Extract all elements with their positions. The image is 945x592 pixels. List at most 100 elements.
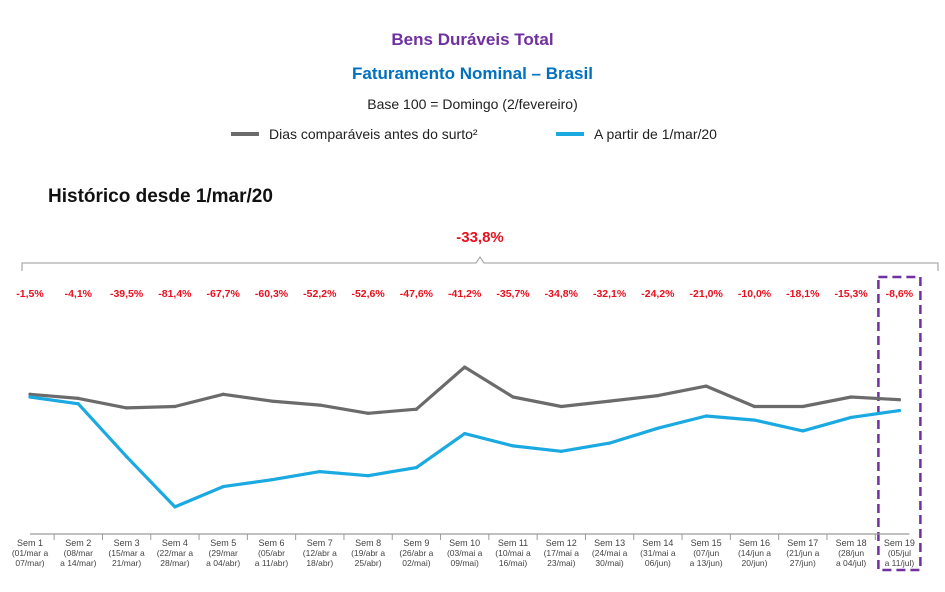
data-point-after [318,470,322,474]
x-tick-sublabel: (31/mai a [640,548,676,558]
x-tick-sublabel: (12/abr a [303,548,337,558]
data-point-after [511,444,515,448]
variation-label: -10,0% [738,288,772,300]
data-point-after [656,426,660,430]
data-point-before [704,384,708,388]
variation-label: -24,2% [641,288,675,300]
summary-bracket [21,256,939,271]
data-point-before [414,407,418,411]
x-tick-sublabel: 25/abr) [355,558,382,568]
data-point-before [318,403,322,407]
variation-label: -32,1% [593,288,627,300]
variation-label: -39,5% [110,288,144,300]
x-tick-sublabel: (10/mai a [495,548,531,558]
variation-label: -67,7% [207,288,241,300]
x-tick-sublabel: 02/mai) [402,558,431,568]
x-tick-sublabel: a 14/mar) [60,558,97,568]
x-tick-sublabel: (07/jun [693,548,719,558]
x-tick-label: Sem 4 [162,538,188,548]
legend-item-before: Dias comparáveis antes do surto² [231,126,478,142]
data-point-before [28,392,32,396]
x-tick-sublabel: (21/jun a [786,548,819,558]
section-heading: Histórico desde 1/mar/20 [48,186,273,207]
x-tick-sublabel: (28/jun [838,548,864,558]
data-point-before [76,396,80,400]
data-point-after [897,408,902,413]
variation-label: -60,3% [255,288,289,300]
x-tick-sublabel: 20/jun) [742,558,768,568]
legend-label-before: Dias comparáveis antes do surto² [269,126,478,142]
variation-label: -1,5% [16,288,44,300]
data-point-after [125,455,129,459]
data-point-after [752,418,757,422]
data-point-before [511,395,515,399]
x-tick-sublabel: 18/abr) [306,558,333,568]
x-tick-sublabel: a 13/jun) [690,558,723,568]
x-tick-sublabel: (26/abr a [399,548,433,558]
x-tick-sublabel: (01/mar a [12,548,49,558]
x-tick-sublabel: 16/mai) [499,558,528,568]
variation-label: -47,6% [400,288,434,300]
data-point-before [897,398,902,402]
data-point-before [752,404,757,409]
data-point-before [656,394,660,398]
x-tick-label: Sem 14 [642,538,673,548]
data-point-after [414,465,418,470]
x-tick-sublabel: 06/jun) [645,558,671,568]
x-tick-label: Sem 16 [739,538,770,548]
data-point-before [849,395,853,399]
variation-label: -4,1% [65,288,93,300]
variation-label: -8,6% [886,288,914,300]
x-tick-sublabel: 07/mar) [15,558,44,568]
data-point-after [801,429,805,433]
variation-label: -35,7% [496,288,530,300]
data-point-after [76,402,80,406]
legend-item-after: A partir de 1/mar/20 [556,126,717,142]
x-tick-sublabel: 09/mai) [451,558,480,568]
x-tick-label: Sem 6 [258,538,284,548]
legend-label-after: A partir de 1/mar/20 [594,126,717,142]
data-point-before [366,411,370,415]
legend-swatch-gray [231,132,259,136]
x-tick-label: Sem 8 [355,538,381,548]
data-point-after [608,441,612,445]
x-tick-label: Sem 15 [691,538,722,548]
base-note: Base 100 = Domingo (2/fevereiro) [367,96,578,112]
data-point-after [559,449,563,453]
x-tick-sublabel: (19/abr a [351,548,385,558]
data-point-before [125,406,129,410]
x-tick-sublabel: a 11/jul) [885,558,915,568]
x-tick-sublabel: a 11/abr) [255,558,289,568]
chart-subtitle: Faturamento Nominal – Brasil [352,64,593,83]
data-point-after [269,478,274,482]
data-point-before [463,365,467,369]
x-tick-sublabel: 21/mar) [112,558,141,568]
x-tick-label: Sem 5 [210,538,236,548]
x-tick-label: Sem 2 [65,538,91,548]
x-tick-sublabel: (22/mar a [157,548,194,558]
x-tick-label: Sem 9 [403,538,429,548]
data-point-before [221,392,225,396]
x-tick-label: Sem 1 [17,538,43,548]
series-line-before [28,365,902,415]
x-tick-sublabel: (15/mar a [108,548,145,558]
x-tick-label: Sem 13 [594,538,625,548]
x-tick-sublabel: (17/mai a [544,548,580,558]
x-tick-sublabel: (05/abr [258,548,285,558]
x-tick-sublabel: (14/jun a [738,548,771,558]
x-tick-sublabel: (03/mai a [447,548,483,558]
legend-swatch-blue [556,132,584,136]
data-point-after [221,484,225,489]
data-point-after [849,415,853,419]
x-tick-sublabel: 30/mai) [595,558,624,568]
x-tick-label: Sem 7 [307,538,333,548]
variation-label: -15,3% [834,288,868,300]
x-tick-sublabel: 27/jun) [790,558,816,568]
variation-label: -34,8% [545,288,579,300]
x-tick-label: Sem 3 [114,538,140,548]
x-tick-sublabel: a 04/jul) [836,558,866,568]
variation-label: -21,0% [690,288,724,300]
variation-label: -52,2% [303,288,337,300]
variation-label: -41,2% [448,288,482,300]
